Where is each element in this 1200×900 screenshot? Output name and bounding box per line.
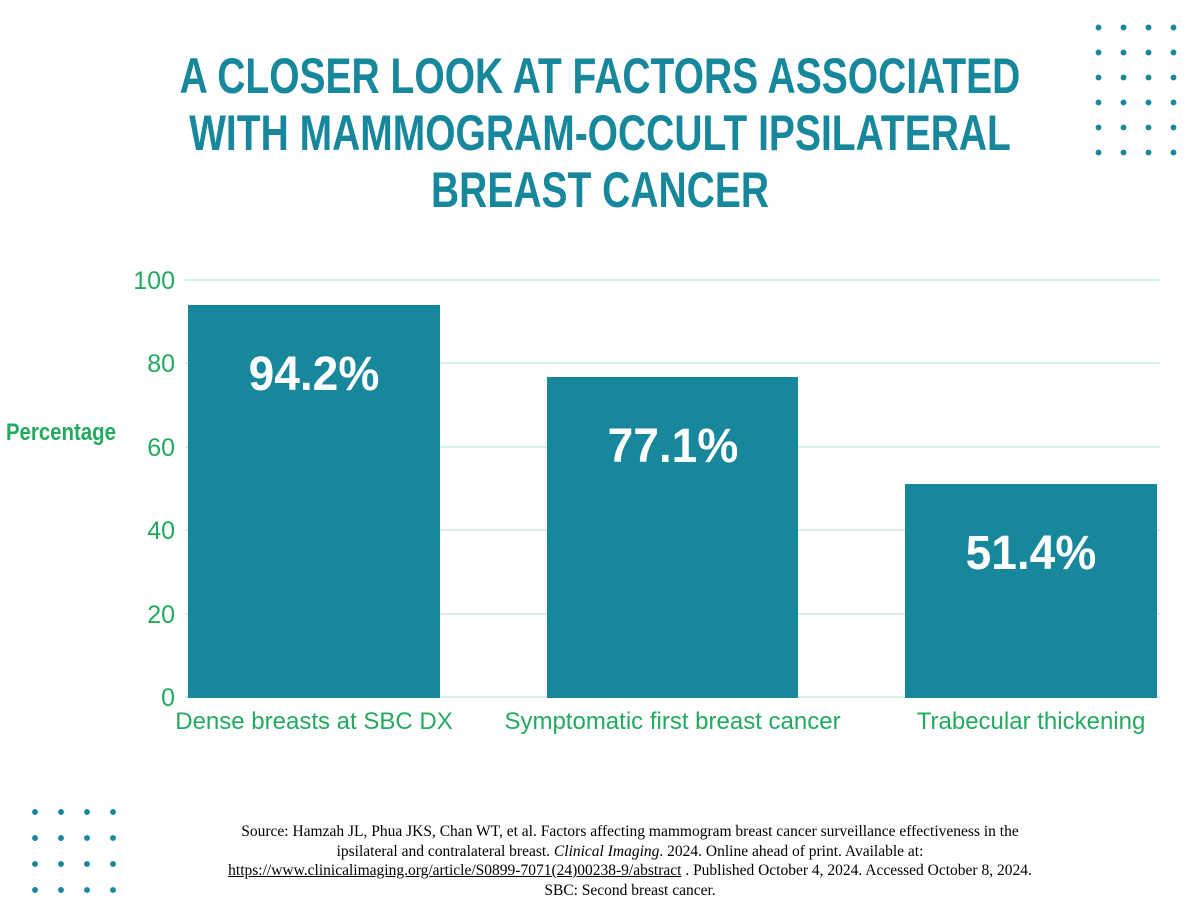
source-line-3-post: . Published October 4, 2024. Accessed Oc…	[681, 862, 1032, 879]
page-title: A CLOSER LOOK AT FACTORS ASSOCIATED WITH…	[0, 48, 1200, 219]
bar-symptomatic-first-cancer: 77.1%	[546, 376, 799, 698]
source-citation: Source: Hamzah JL, Phua JKS, Chan WT, et…	[140, 822, 1120, 900]
x-axis-label-trabecular-thickening: Trabecular thickening	[916, 708, 1146, 735]
page-title-line-1: A CLOSER LOOK AT FACTORS ASSOCIATED	[179, 48, 1021, 104]
bar-value-label: 77.1%	[607, 419, 738, 473]
bar-value-label: 94.2%	[248, 348, 380, 402]
y-axis-tick: 80	[147, 350, 175, 379]
bar-group: 94.2% 77.1% 51.4%	[185, 281, 1160, 698]
page-title-line-2: WITH MAMMOGRAM-OCCULT IPSILATERAL	[189, 105, 1011, 161]
bar-trabecular-thickening: 51.4%	[905, 483, 1157, 698]
y-axis-tick: 60	[147, 433, 175, 462]
bar-value-label: 51.4%	[965, 526, 1097, 580]
x-axis-label-symptomatic-first-cancer: Symptomatic first breast cancer	[504, 708, 841, 735]
gridline	[185, 279, 1160, 281]
gridline	[185, 362, 1160, 365]
bar-chart: 0 20 40 60 80 100 94.2% 77.1% 51.4% Dens…	[133, 268, 1160, 735]
y-axis-label: Percentage	[5, 419, 116, 446]
source-abbreviation-note: SBC: Second breast cancer.	[544, 881, 716, 899]
source-journal-name: Clinical Imaging	[553, 842, 660, 860]
y-axis-tick: 100	[133, 267, 175, 295]
decorative-dot-grid-top-right-icon	[1086, 15, 1186, 165]
x-axis-category-labels: Dense breasts at SBC DX Symptomatic firs…	[175, 698, 1160, 736]
source-line-2-pre: ipsilateral and contralateral breast.	[336, 842, 554, 860]
page-title-line-3: BREAST CANCER	[430, 162, 770, 218]
decorative-dot-grid-bottom-left-icon	[22, 799, 126, 900]
source-line-1: Source: Hamzah JL, Phua JKS, Chan WT, et…	[241, 823, 1019, 840]
source-line-2-post: . 2024. Online ahead of print. Available…	[659, 842, 924, 860]
source-article-link[interactable]: https://www.clinicalimaging.org/article/…	[228, 862, 682, 879]
bar-dense-breasts: 94.2%	[188, 305, 440, 698]
y-axis-tick: 40	[147, 517, 175, 546]
y-axis-tick: 20	[147, 600, 175, 629]
x-axis-label-dense-breasts: Dense breasts at SBC DX	[175, 708, 453, 735]
y-axis-tick: 0	[161, 684, 175, 712]
